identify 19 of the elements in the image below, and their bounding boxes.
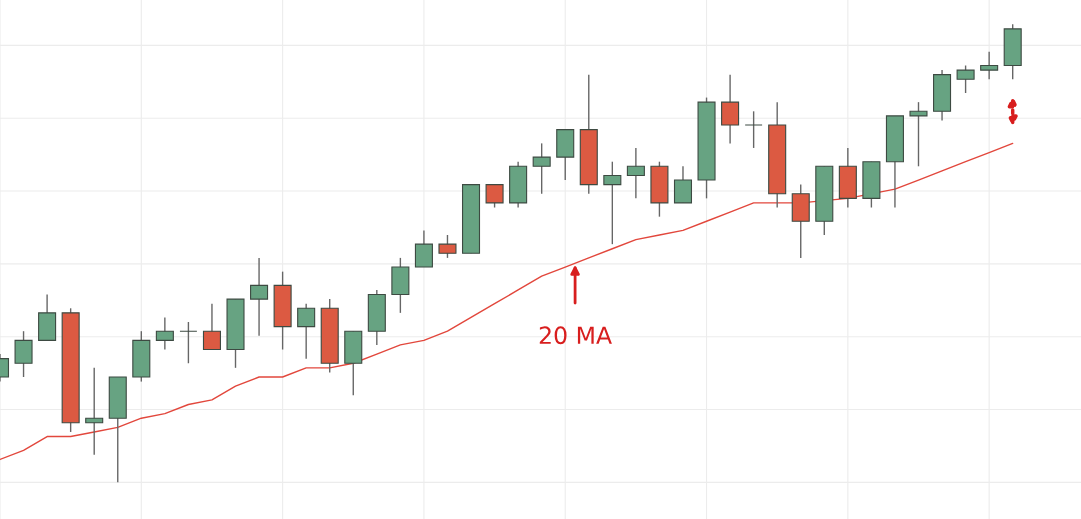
- candlestick: [744, 110, 763, 149]
- candlestick: [603, 161, 622, 245]
- candlestick: [626, 147, 645, 200]
- candlestick: [485, 183, 504, 209]
- candlestick: [980, 51, 999, 80]
- candlestick: [721, 73, 740, 145]
- candlestick: [179, 321, 198, 364]
- candlestick: [202, 303, 221, 351]
- candlestick: [155, 316, 174, 351]
- candlestick: [297, 303, 316, 360]
- candlestick: [438, 234, 457, 259]
- candlestick: [956, 64, 975, 94]
- candlestick: [14, 330, 33, 378]
- candlestick: [909, 101, 928, 167]
- annotation: 20 MA: [539, 326, 612, 345]
- candlestick: [250, 257, 269, 337]
- candlestick: [414, 229, 433, 268]
- candlestick: [673, 165, 693, 204]
- candlestick: [532, 142, 551, 195]
